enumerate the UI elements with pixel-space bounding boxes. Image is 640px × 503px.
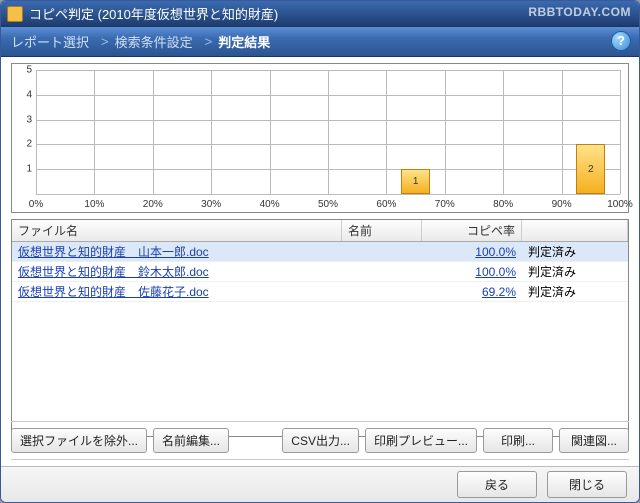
grid-v xyxy=(153,70,154,194)
cell-status: 判定済み xyxy=(522,243,628,260)
chart-plot-area: 0%10%20%30%40%50%60%70%80%90%100%1234512 xyxy=(36,70,620,194)
grid-h xyxy=(36,120,620,121)
rate-link[interactable]: 100.0% xyxy=(475,265,516,279)
grid-h xyxy=(36,194,620,195)
results-table: ファイル名 名前 コピペ率 仮想世界と知的財産 山本一郎.doc 100.0% 判定… xyxy=(11,219,629,437)
chevron-right-icon: > xyxy=(205,34,213,49)
col-header-name[interactable]: 名前 xyxy=(342,220,422,241)
x-tick-label: 30% xyxy=(201,199,221,210)
table-body: 仮想世界と知的財産 山本一郎.doc100.0%判定済み仮想世界と知的財産 鈴木… xyxy=(12,242,628,302)
grid-h xyxy=(36,144,620,145)
window-title: コピペ判定 (2010年度仮想世界と知的財産) xyxy=(29,4,278,23)
crumb-search-settings[interactable]: 検索条件設定 xyxy=(115,32,193,51)
histogram-bar: 1 xyxy=(401,169,430,194)
grid-h xyxy=(36,95,620,96)
table-row[interactable]: 仮想世界と知的財産 佐藤花子.doc 69.2% 判定済み xyxy=(12,282,628,302)
x-tick-label: 50% xyxy=(318,199,338,210)
grid-v xyxy=(328,70,329,194)
table-header: ファイル名 名前 コピペ率 xyxy=(12,220,628,242)
grid-v xyxy=(445,70,446,194)
grid-v xyxy=(386,70,387,194)
rate-link[interactable]: 100.0% xyxy=(475,245,516,259)
watermark: RBBTODAY.COM xyxy=(528,5,631,19)
exclude-button[interactable]: 選択ファイルを除外... xyxy=(11,428,147,453)
x-tick-label: 60% xyxy=(376,199,396,210)
back-button[interactable]: 戻る xyxy=(457,471,537,498)
x-tick-label: 0% xyxy=(29,199,43,210)
y-tick-label: 3 xyxy=(18,114,32,125)
grid-h xyxy=(36,169,620,170)
grid-v xyxy=(270,70,271,194)
grid-h xyxy=(36,70,620,71)
app-window: コピペ判定 (2010年度仮想世界と知的財産) RBBTODAY.COM レポー… xyxy=(0,0,640,503)
histogram-chart: 0%10%20%30%40%50%60%70%80%90%100%1234512 xyxy=(11,63,629,213)
y-tick-label: 1 xyxy=(18,164,32,175)
table-row[interactable]: 仮想世界と知的財産 山本一郎.doc 100.0% 判定済み xyxy=(12,242,628,262)
col-header-status[interactable] xyxy=(522,220,628,241)
x-tick-label: 90% xyxy=(552,199,572,210)
grid-v xyxy=(562,70,563,194)
x-tick-label: 10% xyxy=(84,199,104,210)
print-preview-button[interactable]: 印刷プレビュー... xyxy=(365,428,477,453)
grid-v xyxy=(94,70,95,194)
x-tick-label: 100% xyxy=(607,199,633,210)
app-icon xyxy=(7,6,23,22)
x-tick-label: 20% xyxy=(143,199,163,210)
print-button[interactable]: 印刷... xyxy=(483,428,553,453)
bottom-bar: 戻る 閉じる xyxy=(1,466,639,502)
cell-status: 判定済み xyxy=(522,283,628,300)
col-header-file[interactable]: ファイル名 xyxy=(12,220,342,241)
y-tick-label: 5 xyxy=(18,65,32,76)
col-header-rate[interactable]: コピペ率 xyxy=(422,220,522,241)
crumb-result: 判定結果 xyxy=(218,32,270,51)
x-tick-label: 70% xyxy=(435,199,455,210)
rate-link[interactable]: 69.2% xyxy=(482,285,516,299)
histogram-bar: 2 xyxy=(576,144,605,194)
y-tick-label: 4 xyxy=(18,89,32,100)
action-button-bar: 選択ファイルを除外... 名前編集... CSV出力... 印刷プレビュー...… xyxy=(11,421,629,460)
cell-status: 判定済み xyxy=(522,263,628,280)
x-tick-label: 80% xyxy=(493,199,513,210)
grid-v xyxy=(620,70,621,194)
related-diagram-button[interactable]: 関連図... xyxy=(559,428,629,453)
grid-v xyxy=(211,70,212,194)
spacer xyxy=(235,428,276,453)
breadcrumb-bar: レポート選択 > 検索条件設定 > 判定結果 ? xyxy=(1,27,639,57)
x-tick-label: 40% xyxy=(260,199,280,210)
file-link[interactable]: 仮想世界と知的財産 鈴木太郎.doc xyxy=(18,265,209,279)
file-link[interactable]: 仮想世界と知的財産 佐藤花子.doc xyxy=(18,285,209,299)
chevron-right-icon: > xyxy=(101,34,109,49)
grid-v xyxy=(36,70,37,194)
csv-export-button[interactable]: CSV出力... xyxy=(282,428,359,453)
grid-v xyxy=(503,70,504,194)
file-link[interactable]: 仮想世界と知的財産 山本一郎.doc xyxy=(18,245,209,259)
help-button[interactable]: ? xyxy=(611,31,631,51)
y-tick-label: 2 xyxy=(18,139,32,150)
table-row[interactable]: 仮想世界と知的財産 鈴木太郎.doc 100.0% 判定済み xyxy=(12,262,628,282)
titlebar: コピペ判定 (2010年度仮想世界と知的財産) RBBTODAY.COM xyxy=(1,1,639,27)
content-area: 0% 10% 20% 30% 40% 50% 60% 70% 80% 90% 100% 1 2 3 4 5 1 2… xyxy=(1,57,639,437)
crumb-report-select[interactable]: レポート選択 xyxy=(11,32,89,51)
edit-name-button[interactable]: 名前編集... xyxy=(153,428,229,453)
close-button[interactable]: 閉じる xyxy=(547,471,627,498)
